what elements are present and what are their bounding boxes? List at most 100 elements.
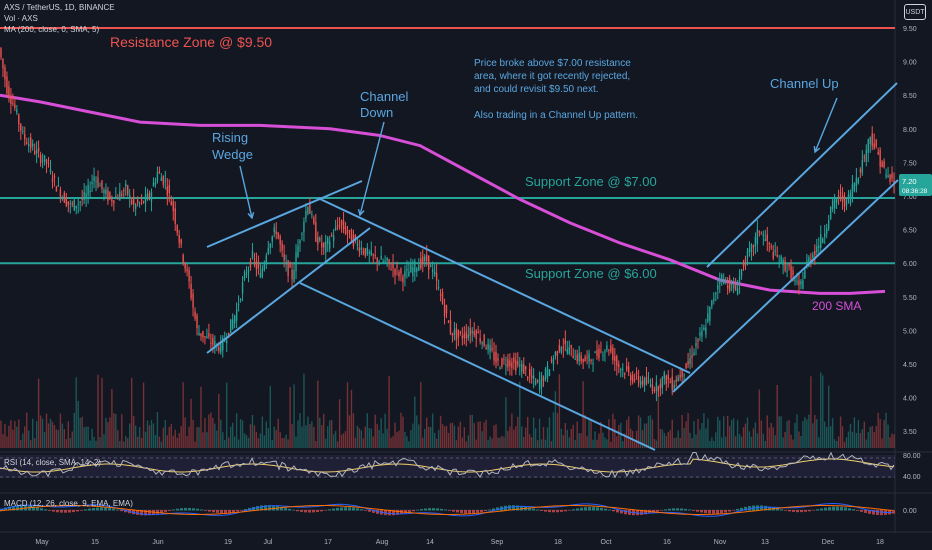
volume-bar xyxy=(687,412,689,448)
candle-body xyxy=(57,185,60,187)
volume-bar xyxy=(117,430,119,448)
macd-histogram-bar xyxy=(812,510,815,511)
macd-histogram-bar xyxy=(176,508,179,511)
candle-body xyxy=(699,332,701,336)
candle-body xyxy=(744,258,747,266)
candle-body xyxy=(481,342,483,344)
macd-histogram-bar xyxy=(364,510,367,511)
volume-bar xyxy=(624,433,626,448)
volume-bar xyxy=(732,418,735,448)
candle-body xyxy=(661,377,664,388)
volume-bar xyxy=(475,439,477,448)
volume-bar xyxy=(364,426,367,448)
candle-body xyxy=(49,168,52,172)
candle-body xyxy=(883,161,885,168)
support-6-annotation: Support Zone @ $6.00 xyxy=(525,266,657,281)
candle-body xyxy=(400,268,402,274)
candle-body xyxy=(624,373,626,375)
candle-body xyxy=(822,238,824,243)
volume-bar xyxy=(485,419,487,448)
volume-bar xyxy=(31,418,34,448)
macd-histogram-bar xyxy=(228,510,231,513)
macd-histogram-bar xyxy=(104,507,107,511)
macd-histogram-bar xyxy=(708,510,711,514)
macd-histogram-bar xyxy=(612,510,615,512)
volume-bar xyxy=(707,418,709,448)
volume-bar xyxy=(55,429,58,448)
volume-bar xyxy=(816,419,818,448)
candle-body xyxy=(608,350,610,352)
macd-histogram-bar xyxy=(392,510,395,516)
volume-header[interactable]: Vol · AXS xyxy=(4,14,38,23)
volume-bar xyxy=(754,422,757,448)
candle-body xyxy=(808,257,810,267)
volume-bar xyxy=(592,439,594,448)
candle-body xyxy=(768,242,770,244)
candle-body xyxy=(323,242,325,248)
volume-bar xyxy=(606,439,608,448)
volume-bar xyxy=(825,426,828,448)
volume-bar xyxy=(346,382,349,448)
volume-bar xyxy=(681,415,683,448)
macd-histogram-bar xyxy=(516,505,519,511)
candle-body xyxy=(265,255,268,265)
volume-bar xyxy=(61,423,64,448)
candle-body xyxy=(637,375,640,383)
volume-bar xyxy=(368,428,370,448)
currency-badge[interactable]: USDT xyxy=(904,4,926,20)
candle-body xyxy=(552,358,555,365)
volume-bar xyxy=(584,415,586,448)
candle-body xyxy=(180,239,182,245)
volume-bar xyxy=(726,416,729,448)
rising-wedge-lower-line xyxy=(206,227,371,354)
candle-body xyxy=(123,189,125,192)
macd-histogram-bar xyxy=(512,505,515,511)
candle-body xyxy=(451,332,454,336)
volume-bar xyxy=(429,427,432,448)
symbol-header[interactable]: AXS / TetherUS, 1D, BINANCE xyxy=(4,3,115,12)
volume-bar xyxy=(649,415,652,448)
volume-bar xyxy=(798,431,800,448)
candle-body xyxy=(313,217,315,224)
candle-body xyxy=(847,194,850,200)
candle-body xyxy=(602,355,604,357)
rsi-header[interactable]: RSI (14, close, SMA, 14, 2) xyxy=(4,458,101,467)
candle-body xyxy=(325,241,327,253)
macd-histogram-bar xyxy=(608,509,611,511)
volume-bar xyxy=(176,437,178,448)
ma-header[interactable]: MA (200, close, 0, SMA, 5) xyxy=(4,25,100,34)
candle-body xyxy=(29,137,32,148)
macd-histogram-bar xyxy=(592,506,595,511)
candle-body xyxy=(18,114,20,125)
volume-bar xyxy=(297,420,299,448)
candle-body xyxy=(233,315,236,324)
volume-bar xyxy=(196,427,198,448)
volume-bar xyxy=(847,431,850,448)
macd-histogram-bar xyxy=(860,510,863,512)
macd-histogram-bar xyxy=(304,510,307,513)
volume-bar xyxy=(459,421,462,448)
commentary-text: and could revisit $9.50 next. xyxy=(474,84,599,95)
candle-body xyxy=(869,136,871,144)
volume-bar xyxy=(134,425,137,448)
macd-header[interactable]: MACD (12, 26, close, 9, EMA, EMA) xyxy=(4,499,133,508)
volume-bar xyxy=(596,439,598,448)
candle-body xyxy=(150,191,153,202)
candle-body xyxy=(0,48,2,58)
macd-histogram-bar xyxy=(588,506,591,511)
candle-body xyxy=(275,231,277,234)
volume-bar xyxy=(265,421,268,448)
volume-bar xyxy=(243,433,246,448)
volume-bar xyxy=(536,440,539,448)
candle-body xyxy=(538,380,541,390)
candle-body xyxy=(655,382,658,392)
macd-histogram-bar xyxy=(436,508,439,511)
candle-body xyxy=(794,279,796,282)
macd-histogram-bar xyxy=(492,508,495,511)
volume-bar xyxy=(782,437,784,448)
candle-body xyxy=(651,384,654,391)
candle-body xyxy=(800,280,802,285)
volume-bar xyxy=(734,436,737,448)
volume-bar xyxy=(340,434,343,448)
